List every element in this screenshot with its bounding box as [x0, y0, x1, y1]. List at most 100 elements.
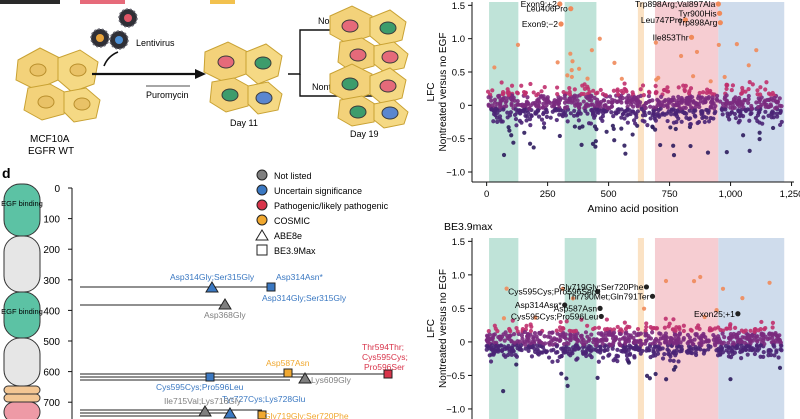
- guide-point: [681, 110, 687, 115]
- guide-point: [708, 88, 713, 94]
- guide-point: [540, 345, 546, 350]
- guide-point: [592, 124, 598, 129]
- guide-point: [733, 325, 738, 330]
- guide-point: [579, 336, 585, 341]
- y-tick-label: −0.5: [446, 134, 465, 145]
- guide-point: [602, 98, 607, 103]
- guide-point: [750, 82, 755, 87]
- guide-point: [686, 91, 692, 96]
- guide-point: [640, 83, 646, 88]
- guide-point: [518, 343, 524, 348]
- guide-point: [528, 322, 533, 327]
- guide-point: [551, 100, 556, 105]
- protein-domain-track: EGF binding EGF binding: [1, 183, 43, 419]
- guide-point: [550, 104, 555, 109]
- guide-point: [560, 286, 565, 291]
- guide-point: [509, 352, 514, 357]
- guide-point: [648, 116, 653, 121]
- guide-point: [598, 344, 603, 350]
- axis-tick-label: 0: [54, 184, 60, 195]
- guide-point: [587, 90, 592, 95]
- guide-point: [671, 153, 677, 158]
- cell-genotype-label: EGFR WT: [28, 146, 74, 157]
- guide-point: [698, 274, 703, 280]
- guide-point: [723, 343, 729, 349]
- day11-label: Day 11: [230, 118, 258, 128]
- guide-point: [676, 359, 681, 364]
- guide-point: [593, 107, 598, 112]
- y-tick-label: 0.5: [452, 68, 465, 79]
- guide-point: [769, 352, 774, 358]
- guide-point: [746, 87, 751, 92]
- point-label: Ile853Thr: [653, 32, 689, 42]
- guide-point: [496, 347, 501, 352]
- guide-point: [534, 104, 539, 109]
- guide-point: [761, 336, 766, 341]
- guide-point: [755, 88, 760, 93]
- guide-point: [592, 325, 598, 331]
- guide-point: [644, 348, 649, 353]
- point-label: Trp898Arg: [677, 18, 717, 28]
- guide-point: [773, 106, 778, 111]
- guide-point: [501, 152, 507, 158]
- guide-point: [611, 327, 617, 332]
- variant-marker-square: [205, 372, 215, 382]
- guide-point: [664, 377, 669, 382]
- guide-point: [650, 113, 655, 118]
- guide-point: [714, 93, 720, 98]
- variant-label: Lys609Gly: [311, 375, 352, 385]
- x-tick-label: 500: [601, 189, 617, 200]
- guide-point: [619, 126, 624, 131]
- legend-label: Uncertain significance: [274, 186, 362, 196]
- guide-point: [696, 119, 702, 125]
- guide-point: [609, 100, 614, 105]
- guide-point: [761, 350, 766, 355]
- guide-point: [538, 340, 543, 345]
- guide-point: [760, 121, 765, 126]
- guide-point: [581, 342, 586, 347]
- guide-point: [593, 139, 598, 144]
- guide-point: [713, 343, 718, 348]
- arrow-line: [103, 51, 119, 67]
- guide-point: [585, 323, 590, 328]
- guide-point: [572, 87, 577, 92]
- guide-point: [654, 90, 659, 95]
- guide-point: [634, 339, 639, 344]
- guide-point: [529, 113, 534, 118]
- highlight-point: [735, 311, 741, 317]
- guide-point: [577, 125, 582, 130]
- guide-point: [664, 111, 670, 116]
- guide-point: [736, 330, 741, 336]
- guide-point: [739, 328, 744, 333]
- panel-d: d EGF binding EGF binding 0 100 200 300 400 5…: [1, 165, 408, 419]
- guide-point: [702, 314, 707, 320]
- highlight-point: [557, 1, 563, 7]
- guide-point: [737, 118, 742, 123]
- guide-point: [743, 328, 748, 333]
- point-label: Thr790Met;Gln791Ter: [567, 291, 650, 301]
- axis-tick-label: 500: [43, 337, 60, 348]
- guide-point: [610, 346, 615, 351]
- guide-point: [668, 125, 673, 130]
- guide-point: [515, 102, 520, 107]
- guide-point: [493, 326, 498, 331]
- guide-point: [555, 85, 560, 90]
- guide-point: [686, 339, 692, 344]
- guide-point: [626, 360, 632, 365]
- guide-point: [758, 354, 763, 359]
- guide-point: [722, 335, 727, 340]
- guide-point: [627, 108, 632, 113]
- guide-point: [722, 74, 727, 80]
- guide-point: [567, 86, 572, 91]
- guide-point: [772, 95, 777, 101]
- guide-point: [672, 98, 677, 103]
- guide-point: [777, 365, 783, 370]
- y-axis-title: LFC: [426, 83, 437, 102]
- guide-point: [623, 151, 628, 156]
- guide-point: [653, 105, 659, 110]
- y-tick-label: 1.5: [452, 1, 465, 12]
- guide-point: [644, 373, 650, 378]
- guide-point: [747, 118, 752, 123]
- guide-point: [567, 346, 572, 352]
- guide-point: [510, 93, 515, 98]
